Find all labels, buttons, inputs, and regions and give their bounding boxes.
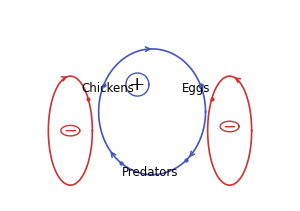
- Text: −: −: [63, 122, 77, 140]
- Text: −: −: [223, 118, 237, 135]
- Text: Chickens: Chickens: [82, 82, 134, 95]
- Text: Eggs: Eggs: [182, 82, 210, 95]
- Text: +: +: [129, 76, 146, 93]
- Text: Predators: Predators: [122, 166, 178, 179]
